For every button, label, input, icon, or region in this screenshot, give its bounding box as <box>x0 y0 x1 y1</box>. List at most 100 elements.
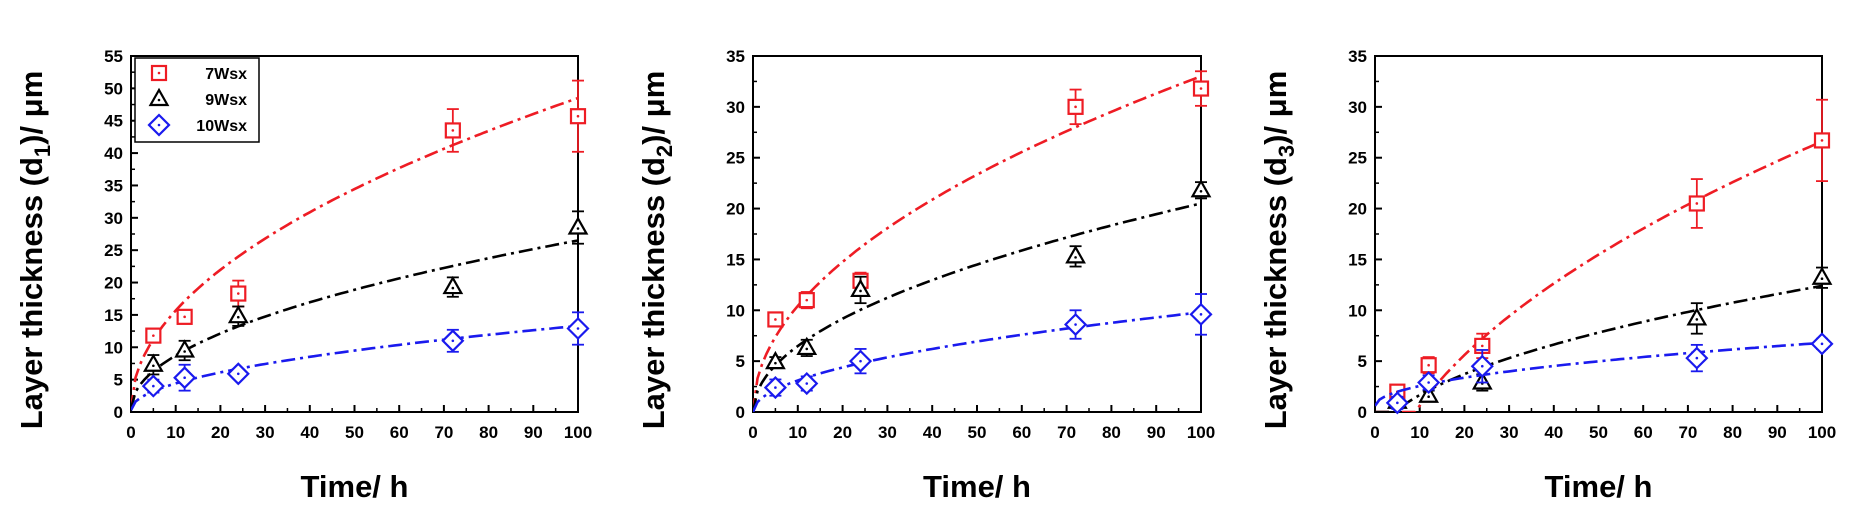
point-7Wsx-center <box>774 318 777 321</box>
x-tick-label: 50 <box>345 423 364 442</box>
x-tick-label: 30 <box>1500 423 1519 442</box>
y-tick-label: 35 <box>1348 47 1367 66</box>
y-tick-label: 30 <box>1348 98 1367 117</box>
y-axis-label-main: Layer thickness (d <box>1258 157 1293 429</box>
point-10Wsx-center <box>1820 342 1824 346</box>
point-9Wsx-center <box>1074 256 1077 259</box>
point-10Wsx-center <box>451 339 455 343</box>
y-tick-label: 15 <box>104 306 123 325</box>
fit-curve-9Wsx <box>753 202 1201 412</box>
x-tick-label: 10 <box>1410 423 1429 442</box>
y-tick-label: 35 <box>726 47 745 66</box>
point-9Wsx <box>1190 179 1212 198</box>
y-tick-label: 5 <box>1358 352 1367 371</box>
point-9Wsx <box>1811 266 1833 285</box>
point-7Wsx-center <box>451 129 455 132</box>
point-7Wsx-center <box>805 298 809 302</box>
point-7Wsx-center <box>183 315 186 319</box>
x-tick-label: 70 <box>1678 423 1697 442</box>
point-9Wsx-center <box>805 347 809 351</box>
fit-curve-7Wsx <box>131 96 578 409</box>
x-tick-label: 0 <box>126 423 135 442</box>
x-tick-label: 80 <box>1102 423 1121 442</box>
point-9Wsx-center <box>774 361 777 365</box>
x-tick-label: 40 <box>923 423 942 442</box>
y-tick-label: 25 <box>726 149 745 168</box>
x-tick-label: 0 <box>1370 423 1379 442</box>
legend-marker-10Wsx-center <box>157 123 161 127</box>
point-10Wsx-center <box>576 327 580 330</box>
y-tick-label: 0 <box>114 403 123 422</box>
point-9Wsx-center <box>576 227 580 230</box>
point-10Wsx-center <box>1074 323 1077 326</box>
x-axis-label: Time/ h <box>923 469 1031 504</box>
y-tick-label: 25 <box>1348 149 1367 168</box>
point-7Wsx-center <box>1695 202 1699 205</box>
point-10Wsx-center <box>152 384 155 388</box>
y-axis-label: Layer thickness (d3)/ μm <box>1258 71 1299 430</box>
y-tick-label: 30 <box>104 209 123 228</box>
x-tick-label: 30 <box>256 423 275 442</box>
y-axis-label: Layer thickness (d2)/ μm <box>636 71 677 430</box>
point-9Wsx-center <box>1427 395 1430 399</box>
point-9Wsx-center <box>152 364 155 368</box>
fit-curve-7Wsx <box>753 75 1201 412</box>
x-tick-label: 70 <box>434 423 453 442</box>
y-tick-label: 45 <box>104 112 123 131</box>
x-tick-label: 80 <box>479 423 498 442</box>
point-9Wsx-center <box>1695 318 1699 321</box>
fit-curve-9Wsx <box>131 239 578 410</box>
x-tick-label: 60 <box>1634 423 1653 442</box>
point-7Wsx-center <box>1074 105 1077 109</box>
point-10Wsx-center <box>774 386 777 389</box>
fit-curve-9Wsx <box>1375 284 1822 412</box>
y-tick-label: 20 <box>1348 200 1367 219</box>
y-tick-label: 55 <box>104 47 123 66</box>
legend-label: 10Wsx <box>196 118 247 135</box>
x-tick-label: 30 <box>878 423 897 442</box>
plot-frame <box>752 55 1202 413</box>
point-7Wsx-center <box>1427 363 1430 367</box>
x-tick-label: 80 <box>1723 423 1742 442</box>
x-tick-label: 90 <box>1147 423 1166 442</box>
x-tick-label: 40 <box>300 423 319 442</box>
point-9Wsx-center <box>451 286 455 290</box>
x-tick-label: 0 <box>748 423 757 442</box>
fit-curve-10Wsx <box>753 311 1201 412</box>
y-tick-label: 25 <box>104 241 123 260</box>
y-tick-label: 5 <box>114 371 123 390</box>
x-tick-label: 90 <box>524 423 543 442</box>
y-axis-label-main: Layer thickness (d <box>636 157 671 429</box>
x-tick-label: 10 <box>166 423 185 442</box>
y-tick-label: 35 <box>104 176 123 195</box>
fit-curve-7Wsx <box>1375 140 1822 412</box>
point-7Wsx-center <box>1480 344 1484 348</box>
point-9Wsx <box>142 353 164 372</box>
x-tick-label: 100 <box>1808 423 1836 442</box>
point-7Wsx-center <box>1199 87 1203 90</box>
y-axis-label-subscript: 1 <box>30 145 55 157</box>
x-tick-label: 60 <box>390 423 409 442</box>
chart-panel-2: 0 10 20 30 40 50 60 70 80 90 100 0 5 10 15 20 25 30 35 Time… <box>636 47 1215 504</box>
y-axis-label-main: Layer thickness (d <box>14 157 49 429</box>
y-tick-label: 10 <box>726 301 745 320</box>
x-tick-label: 60 <box>1012 423 1031 442</box>
y-tick-label: 10 <box>104 338 123 357</box>
y-tick-label: 30 <box>726 98 745 117</box>
point-9Wsx <box>227 304 249 324</box>
fit-curve-10Wsx <box>131 324 578 411</box>
x-tick-label: 70 <box>1057 423 1076 442</box>
y-axis-label-subscript: 3 <box>1274 145 1299 157</box>
y-tick-label: 10 <box>1348 301 1367 320</box>
y-tick-label: 20 <box>104 274 123 293</box>
point-9Wsx <box>174 339 196 358</box>
legend-label: 9Wsx <box>205 92 247 109</box>
point-10Wsx-center <box>1396 401 1399 405</box>
point-9Wsx <box>1686 307 1708 326</box>
point-9Wsx <box>1065 245 1086 264</box>
point-9Wsx-center <box>183 350 186 353</box>
x-tick-label: 40 <box>1544 423 1563 442</box>
fit-curve-10Wsx <box>1375 341 1822 407</box>
point-7Wsx-center <box>152 334 155 337</box>
